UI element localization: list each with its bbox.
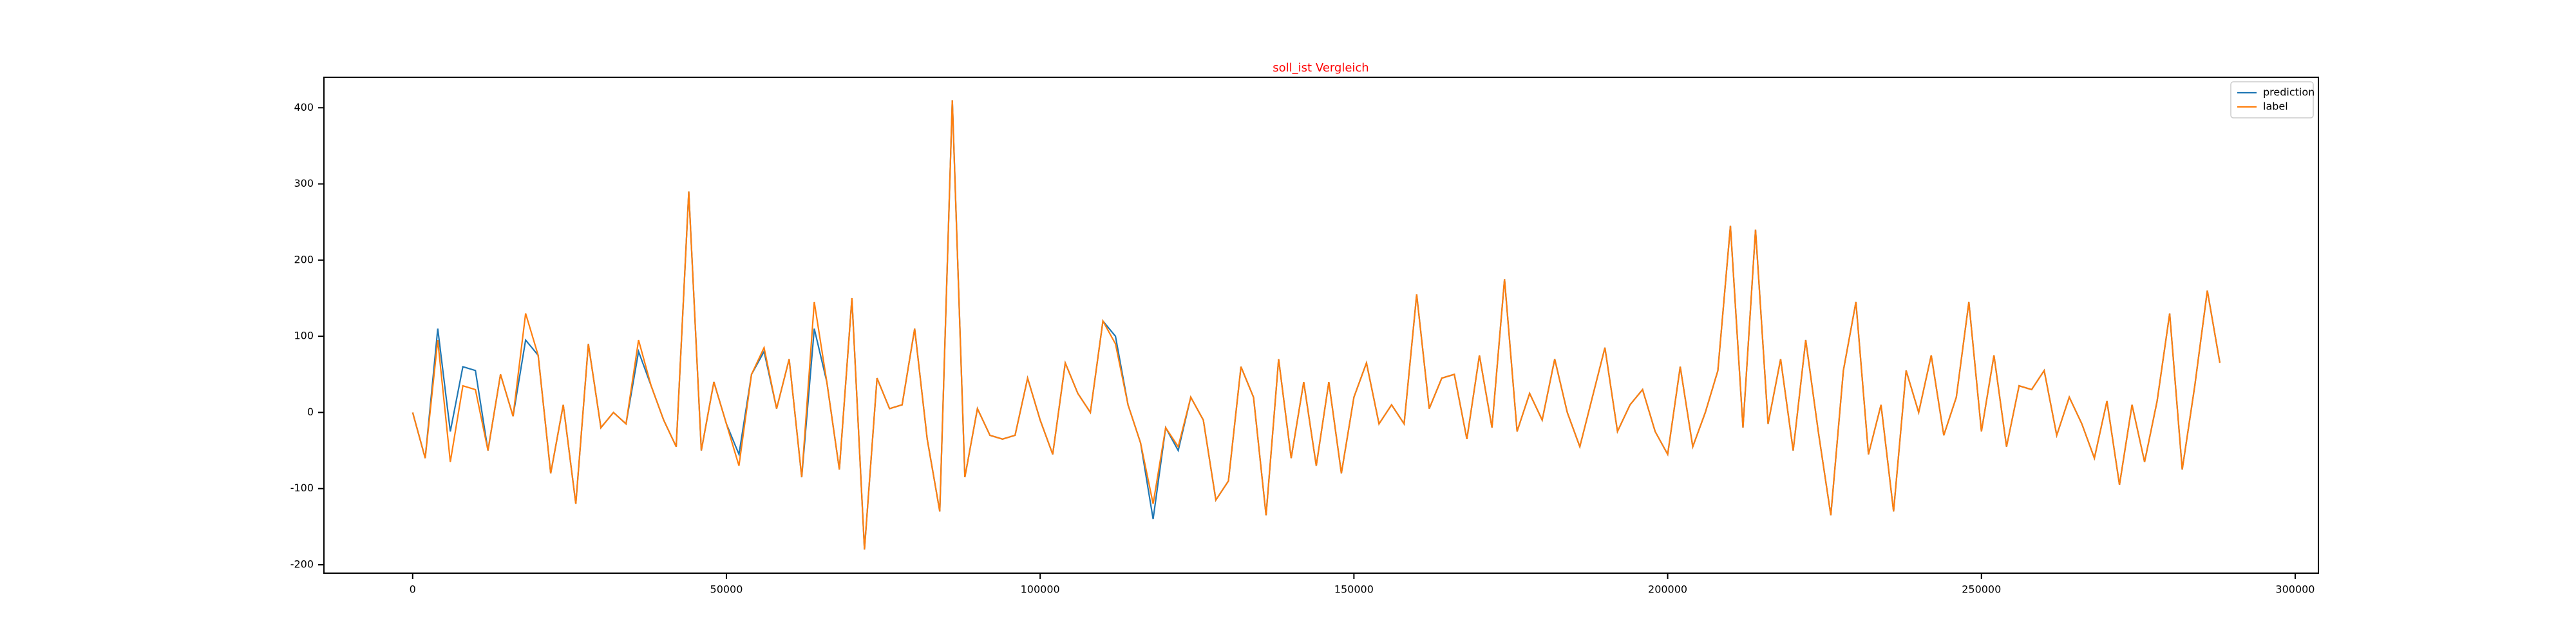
x-tick-label: 250000: [1962, 583, 2001, 596]
legend-label: label: [2263, 100, 2288, 113]
y-tick-label: 200: [294, 253, 314, 265]
plot-frame: [323, 77, 2319, 574]
y-tick-label: 300: [294, 177, 314, 189]
legend-box: [2230, 81, 2314, 118]
x-tick-label: 0: [410, 583, 416, 596]
x-tick-label: 300000: [2275, 583, 2315, 596]
line-series: [412, 100, 2221, 550]
y-tick-label: 0: [307, 406, 314, 418]
y-tick-label: -100: [290, 482, 314, 494]
legend-label: prediction: [2263, 86, 2315, 99]
y-tick-label: 400: [294, 101, 314, 113]
y-tick-label: 100: [294, 330, 314, 342]
x-tick-label: 50000: [710, 583, 743, 596]
x-tick-label: 200000: [1648, 583, 1687, 596]
x-tick-label: 150000: [1334, 583, 1374, 596]
chart-title: soll_ist Vergleich: [1273, 61, 1368, 75]
x-tick-label: 100000: [1021, 583, 1060, 596]
y-tick-label: -200: [290, 558, 314, 570]
